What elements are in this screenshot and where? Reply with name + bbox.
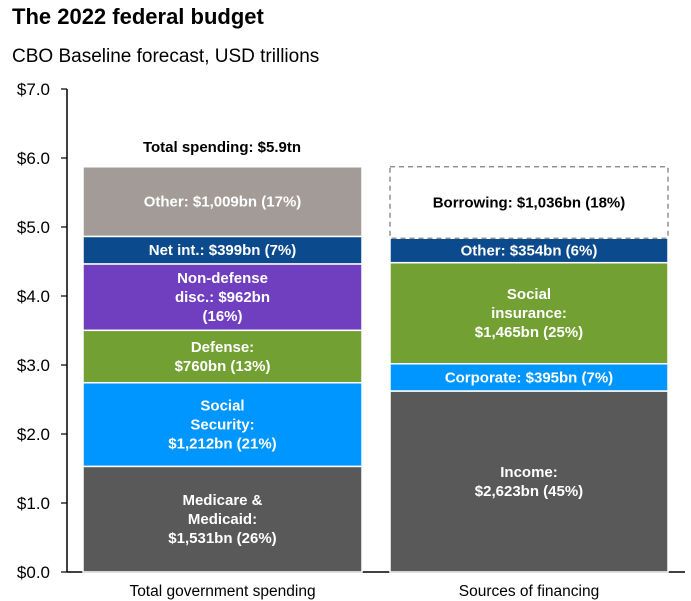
y-tick-label: $3.0: [17, 356, 50, 375]
segment-label-line: $1,212bn (21%): [168, 436, 276, 453]
segment-label-line: Medicaid:: [188, 511, 257, 528]
segment-label: Income: $2,623bn (45%): [475, 464, 583, 500]
category-label: Total government spending: [129, 583, 315, 600]
bar-segment: [82, 235, 363, 265]
y-tick-label: $4.0: [17, 287, 50, 306]
segment-label-line: $1,465bn (25%): [475, 324, 583, 341]
category-label: Sources of financing: [459, 583, 599, 600]
y-tick-label: $1.0: [17, 494, 50, 513]
y-tick-label: $7.0: [17, 80, 50, 99]
y-tick-label: $0.0: [17, 563, 50, 582]
bar-segment: [389, 166, 669, 239]
segment-label: Defense: $760bn (13%): [175, 339, 271, 375]
segment-label-line: insurance:: [491, 305, 567, 322]
segment-label-line: Social: [200, 398, 244, 415]
segment-label-line: Borrowing: $1,036bn (18%): [433, 195, 626, 212]
segment-label-line: disc.: $962bn: [175, 289, 270, 306]
segment-label-line: Other: $1,009bn (17%): [144, 194, 302, 211]
bar-segment: [82, 465, 363, 573]
segment-label-line: (16%): [202, 308, 242, 325]
segment-label: Other: $1,009bn (17%): [144, 194, 302, 211]
y-tick-label: $5.0: [17, 218, 50, 237]
y-tick-label: $6.0: [17, 149, 50, 168]
segment-label-line: $760bn (13%): [175, 358, 271, 375]
chart-title: The 2022 federal budget: [12, 4, 264, 29]
segment-label-line: Other: $354bn (6%): [461, 242, 598, 259]
segment-label-line: Non-defense: [177, 270, 268, 287]
segment-label: Borrowing: $1,036bn (18%): [433, 195, 626, 212]
segment-label-line: Social: [507, 286, 551, 303]
bar-segment: [389, 390, 669, 573]
segment-label-line: $1,531bn (26%): [168, 530, 276, 547]
segment-label: Net int.: $399bn (7%): [149, 242, 297, 259]
bar-segment: [389, 261, 669, 365]
segment-label: Non-defense disc.: $962bn (16%): [175, 270, 270, 325]
segment-label: Social Security: $1,212bn (21%): [168, 398, 276, 453]
segment-label-line: Net int.: $399bn (7%): [149, 242, 297, 259]
segment-label: Other: $354bn (6%): [461, 242, 598, 259]
total-spending-annotation: Total spending: $5.9tn: [143, 139, 301, 156]
segment-label-line: Medicare &: [182, 492, 262, 509]
chart-subtitle: CBO Baseline forecast, USD trillions: [12, 46, 320, 67]
segment-label: Social insurance: $1,465bn (25%): [475, 286, 583, 341]
y-tick-label: $2.0: [17, 425, 50, 444]
segment-label-line: Corporate: $395bn (7%): [445, 369, 613, 386]
bar-segment: [82, 329, 363, 384]
segment-label-line: Security:: [190, 417, 254, 434]
segment-label: Corporate: $395bn (7%): [445, 369, 613, 386]
segment-label-line: Income:: [500, 464, 558, 481]
bar-segment: [82, 166, 363, 238]
segment-label: Medicare & Medicaid: $1,531bn (26%): [168, 492, 276, 547]
bar-segment: [82, 381, 363, 468]
bar-segment: [389, 237, 669, 264]
segment-label-line: Defense:: [191, 339, 254, 356]
segment-label-line: $2,623bn (45%): [475, 483, 583, 500]
bar-segment: [389, 363, 669, 392]
